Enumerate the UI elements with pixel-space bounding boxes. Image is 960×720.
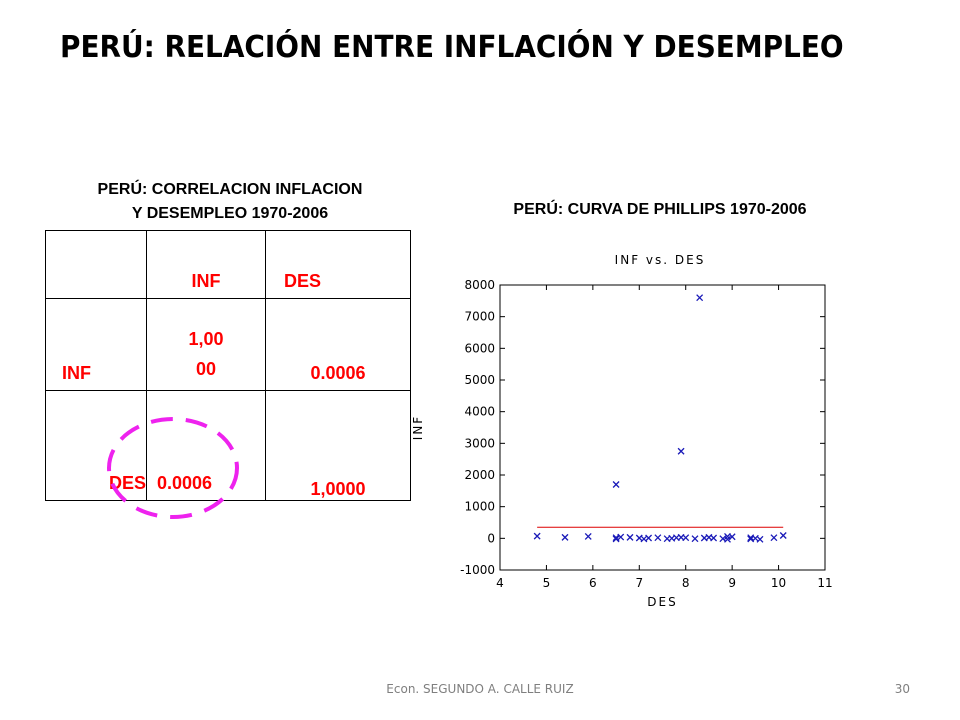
chart-title: INF vs. DES bbox=[615, 253, 706, 267]
x-tick-label: 6 bbox=[589, 576, 597, 590]
x-axis: 4 5 6 7 8 9 10 11 bbox=[496, 285, 833, 590]
data-point bbox=[626, 533, 634, 541]
data-point bbox=[677, 447, 685, 455]
data-point bbox=[724, 535, 731, 543]
row-label-des: DES bbox=[45, 390, 147, 501]
x-tick-label: 10 bbox=[771, 576, 786, 590]
data-point bbox=[710, 534, 718, 542]
x-axis-label: DES bbox=[647, 595, 677, 609]
table-caption-line2: Y DESEMPLEO 1970-2006 bbox=[131, 205, 329, 222]
footer-author: Econ. SEGUNDO A. CALLE RUIZ bbox=[386, 682, 574, 696]
x-tick-label: 5 bbox=[543, 576, 551, 590]
row-label-inf: INF bbox=[45, 298, 147, 391]
cell-inf-des: 0.0006 bbox=[265, 298, 411, 391]
y-tick-label: 7000 bbox=[464, 310, 495, 324]
y-axis-label: INF bbox=[411, 415, 425, 440]
x-tick-label: 7 bbox=[635, 576, 643, 590]
cell-des-des: 1,0000 bbox=[265, 390, 411, 501]
y-tick-label: 6000 bbox=[464, 341, 495, 355]
data-point bbox=[779, 532, 787, 539]
plot-frame bbox=[499, 284, 826, 571]
data-point bbox=[756, 535, 764, 543]
data-points bbox=[533, 294, 787, 543]
table-row: DES 0.0006 1,0000 bbox=[45, 390, 411, 501]
cell-inf-inf: 1,00 00 bbox=[146, 298, 266, 391]
y-tick-label: 4000 bbox=[464, 405, 495, 419]
x-tick-label: 8 bbox=[682, 576, 690, 590]
y-tick-label: 0 bbox=[487, 531, 495, 545]
data-point bbox=[696, 294, 704, 302]
data-point bbox=[617, 533, 625, 541]
data-point bbox=[682, 534, 690, 542]
data-point bbox=[645, 534, 653, 542]
data-point bbox=[654, 534, 662, 542]
data-point bbox=[612, 535, 620, 543]
y-tick-label: -1000 bbox=[460, 563, 495, 577]
table-header-des: DES bbox=[265, 230, 411, 299]
y-tick-label: 2000 bbox=[464, 468, 495, 482]
data-point bbox=[584, 532, 592, 540]
data-point bbox=[691, 535, 699, 543]
table-caption-line1: PERÚ: CORRELACION INFLACION bbox=[97, 181, 363, 198]
data-point bbox=[561, 533, 569, 541]
y-tick-label: 3000 bbox=[464, 436, 495, 450]
data-point bbox=[533, 532, 541, 540]
chart-caption: PERÚ: CURVA DE PHILLIPS 1970-2006 bbox=[513, 201, 807, 218]
data-point bbox=[770, 534, 778, 542]
table-header-inf: INF bbox=[146, 230, 266, 299]
correlation-table: INF DES INF 1,00 00 0.0006 DES 0.0006 1,… bbox=[45, 230, 411, 501]
table-corner-cell bbox=[45, 230, 147, 299]
x-tick-label: 4 bbox=[496, 576, 504, 590]
page-title: PERÚ: RELACIÓN ENTRE INFLACIÓN Y DESEMPL… bbox=[60, 30, 844, 65]
table-header-row: INF DES bbox=[45, 230, 411, 299]
table-caption: PERÚ: CORRELACION INFLACION Y DESEMPLEO … bbox=[40, 178, 420, 226]
y-axis: -1000 0 1000 2000 3000 4000 5000 6000 7000 8000 bbox=[460, 278, 825, 577]
data-point bbox=[612, 481, 620, 488]
page-number: 30 bbox=[894, 682, 910, 696]
cell-des-inf: 0.0006 bbox=[146, 390, 266, 501]
table-row: INF 1,00 00 0.0006 bbox=[45, 298, 411, 391]
x-tick-label: 9 bbox=[728, 576, 736, 590]
y-tick-label: 8000 bbox=[464, 278, 495, 292]
x-tick-label: 11 bbox=[817, 576, 832, 590]
phillips-scatter-chart: INF vs. DES -1000 0 1000 2000 3000 4000 5000 60… bbox=[411, 253, 833, 609]
y-tick-label: 5000 bbox=[464, 373, 495, 387]
data-point bbox=[728, 533, 736, 541]
y-tick-label: 1000 bbox=[464, 500, 495, 514]
